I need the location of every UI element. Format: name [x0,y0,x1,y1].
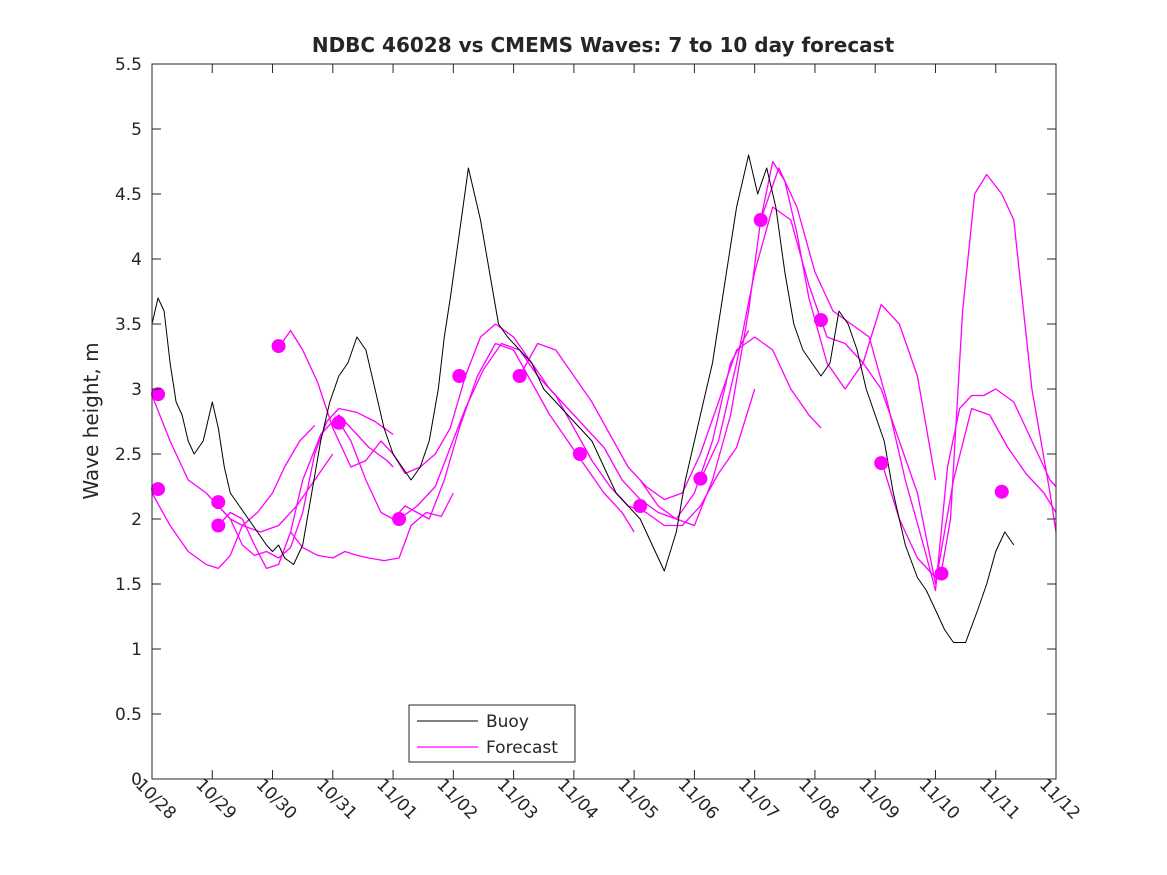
x-tick-label: 11/11 [975,775,1024,824]
y-tick-label: 5 [131,120,142,140]
y-tick-label: 2 [131,510,142,530]
forecast-start-marker [512,369,527,383]
x-tick-label: 10/31 [312,775,361,824]
x-tick-label: 11/03 [493,775,542,824]
forecast-series-line-7 [338,342,635,533]
forecast-series-line-13 [880,173,1057,579]
x-tick-label: 10/29 [191,775,240,824]
forecast-start-marker [211,495,226,510]
forecast-start-marker [452,369,467,383]
forecast-series-line-5 [281,323,750,520]
y-tick-label: 0.5 [115,705,142,725]
forecast-start-marker [331,415,346,430]
forecast-start-marker [271,339,286,354]
axis-layer: 00.511.522.533.544.555.510/28 10/29 10/30 1… [115,55,1084,824]
legend: Buoy Forecast [408,704,576,763]
marker-layer [151,213,1009,581]
forecast-start-marker [994,484,1009,499]
forecast-start-marker [572,447,587,461]
x-tick-label: 10/30 [252,775,301,824]
forecast-series-line-4 [217,414,394,570]
y-tick-label: 1 [131,640,142,660]
y-tick-label: 4.5 [115,185,142,205]
x-tick-label: 11/05 [613,775,662,824]
forecast-start-marker [211,518,226,533]
y-tick-label: 4 [131,250,142,270]
forecast-series-line-12 [760,167,1057,592]
forecast-series-line-8 [398,342,756,527]
forecast-start-marker [874,456,889,471]
forecast-series-line-11 [699,206,1057,585]
y-tick-label: 3 [131,380,142,400]
x-tick-label: 11/10 [915,775,964,824]
x-tick-label: 11/07 [734,775,783,824]
y-tick-label: 5.5 [115,55,142,75]
x-tick-label: 11/08 [794,775,843,824]
series-layer [151,154,1057,643]
forecast-series-line-9 [519,336,822,501]
y-tick-label: 3.5 [115,315,142,335]
forecast-series-line-1 [151,424,316,570]
y-axis-label: Wave height, m [79,342,103,499]
forecast-series-line-3 [217,407,394,559]
x-tick-label: 10/28 [131,775,180,824]
buoy-series-line [151,154,1015,643]
forecast-series-line-10 [639,160,937,527]
forecast-start-marker [813,313,828,328]
x-tick-label: 11/06 [674,775,723,824]
plot-area [151,63,1057,780]
x-tick-label: 11/12 [1035,775,1084,824]
forecast-start-marker [151,387,166,402]
forecast-start-marker [151,482,166,497]
x-tick-label: 11/09 [854,775,903,824]
forecast-series-line-6 [290,492,454,562]
forecast-start-marker [693,471,708,486]
forecast-start-marker [753,213,768,227]
legend-forecast-label: Forecast [486,738,558,758]
y-tick-label: 1.5 [115,575,142,595]
x-tick-label: 11/04 [553,775,602,824]
legend-buoy-label: Buoy [486,712,529,732]
forecast-start-marker [633,499,648,513]
x-tick-label: 11/02 [432,775,481,824]
forecast-start-marker [392,512,407,526]
legend-box [408,704,576,763]
forecast-series-line-2 [151,395,334,533]
chart-title: NDBC 46028 vs CMEMS Waves: 7 to 10 day f… [312,33,895,57]
x-tick-label: 11/01 [372,775,421,824]
forecast-start-marker [934,566,949,581]
y-tick-label: 0 [131,770,142,790]
y-tick-label: 2.5 [115,445,142,465]
